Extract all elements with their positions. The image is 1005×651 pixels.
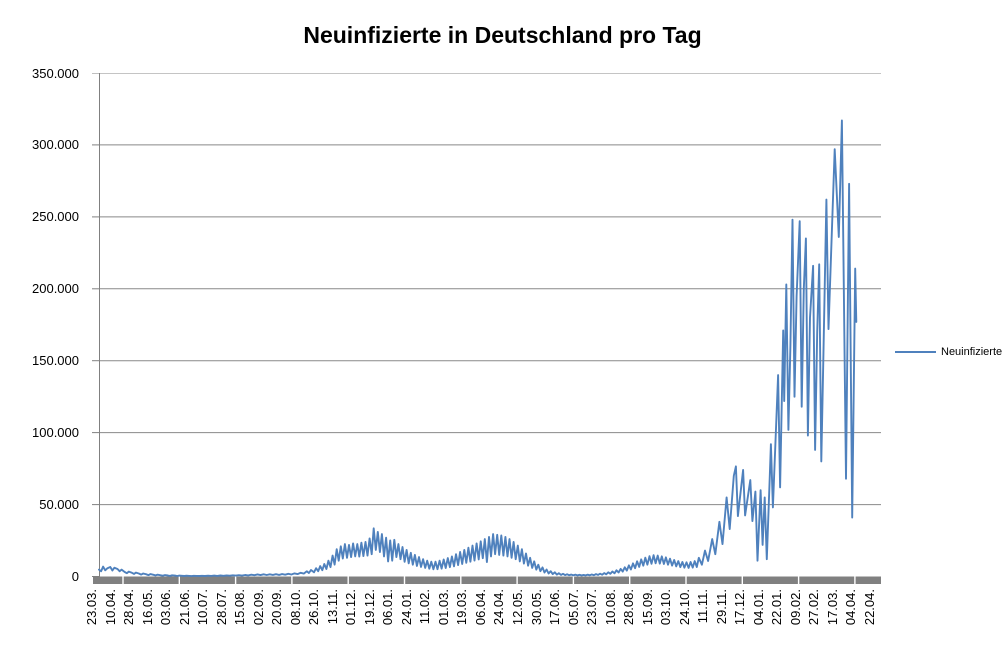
x-axis-tick-label: 22.01. [769,589,785,626]
plot-area [92,73,881,584]
x-axis-tick-label: 23.03. [84,589,99,626]
y-axis-tick-label: 300.000 [32,137,79,153]
x-axis-tick-label: 17.03. [824,589,840,626]
legend-label: Neuinfizierte [941,346,1003,358]
x-axis-tick-label: 10.04. [102,589,118,626]
x-axis-tick-label: 06.01. [380,589,396,626]
x-axis-tick-label: 23.07. [584,589,599,626]
x-axis-tick-label: 26.10. [306,589,322,626]
x-axis-tick-label: 28.08. [621,589,637,626]
x-axis-tick-label: 20.09. [269,589,285,626]
y-axis-tick-label: 150.000 [32,353,79,369]
x-axis-tick-label: 02.09. [250,589,266,626]
x-axis-tick-label: 17.06. [547,589,562,626]
x-axis-tick-label: 03.06. [158,589,174,626]
x-axis-tick-label: 11.02. [417,589,433,625]
x-axis-bar [93,576,881,584]
x-axis-tick-label: 15.08. [232,589,248,626]
x-axis-tick-label: 03.10. [658,589,674,626]
x-axis-tick-label: 05.07. [565,589,581,626]
x-axis-tick-label: 13.11. [324,589,340,625]
x-axis-tick-label: 04.04. [843,589,859,626]
x-axis-tick-label: 28.04. [121,589,136,626]
x-axis-tick-label: 21.06. [176,589,192,626]
x-axis-tick-label: 24.10. [676,589,692,626]
x-axis-tick-label: 22.04. [861,589,877,626]
x-axis-tick-label: 12.05. [510,589,525,626]
y-axis-tick-label: 0 [71,569,79,584]
y-axis-tick-label: 250.000 [32,209,79,225]
x-axis-tick-label: 19.03. [454,589,470,626]
x-axis-tick-label: 01.03. [435,589,451,626]
y-axis-tick-label: 50.000 [39,497,79,513]
x-axis-tick-label: 10.08. [602,589,618,626]
x-axis-tick-label: 10.07. [195,589,211,626]
x-axis-tick-label: 24.04. [491,589,507,626]
y-axis-tick-label: 200.000 [32,281,79,297]
x-axis-tick-label: 04.01. [750,589,766,626]
x-axis-tick-label: 24.01. [398,589,414,626]
y-axis-tick-label: 100.000 [32,425,79,441]
x-axis-tick-label: 01.12. [343,589,359,626]
x-axis-tick-label: 11.11. [695,589,711,624]
legend-line-swatch [895,351,936,353]
data-line-neuinfizierte [98,119,858,578]
x-axis-tick-label: 06.04. [472,589,488,626]
x-axis-tick-label: 29.11. [713,589,729,625]
x-axis-tick-label: 09.02. [787,589,803,626]
x-axis-tick-label: 30.05. [528,589,544,626]
x-axis-tick-label: 27.02. [806,589,822,626]
x-axis-tick-label: 17.12. [732,589,748,626]
x-axis-tick-label: 08.10. [287,589,303,626]
x-axis-tick-label: 15.09. [639,589,655,626]
x-axis-tick-label: 16.05. [139,589,155,626]
chart-title: Neuinfizierte in Deutschland pro Tag [303,22,702,48]
legend: Neuinfizierte [895,346,1002,358]
y-axis-tick-label: 350.000 [32,65,79,81]
x-axis-tick-label: 19.12. [361,589,377,626]
x-axis-tick-label: 28.07. [213,589,229,626]
